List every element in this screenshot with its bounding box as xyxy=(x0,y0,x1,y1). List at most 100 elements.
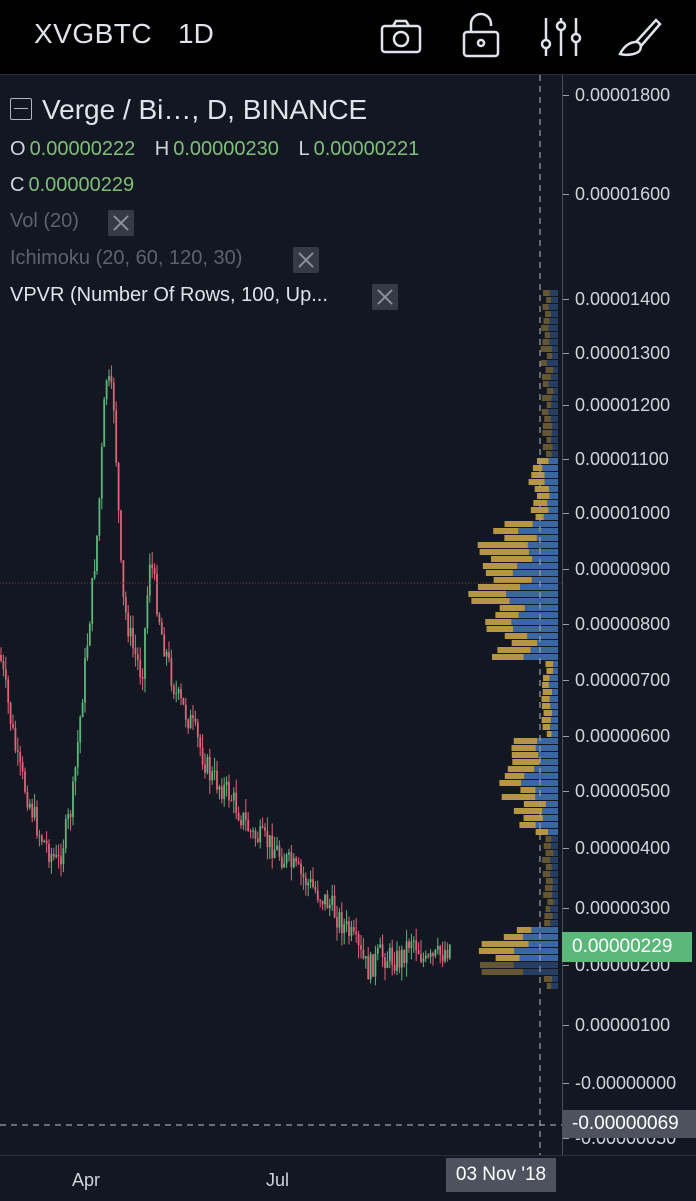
candle-body xyxy=(146,595,149,629)
interval-button[interactable]: 1D xyxy=(178,18,214,49)
volume-profile-bar-up xyxy=(544,885,553,891)
legend-title: Verge / Bi…, D, BINANCE xyxy=(42,94,368,125)
volume-profile-bar-down xyxy=(530,647,558,653)
volume-profile-bar-up xyxy=(546,402,552,408)
indicator-ichimoku[interactable]: Ichimoku (20, 60, 120, 30) xyxy=(10,247,242,270)
candle-body xyxy=(360,945,362,950)
candle-body xyxy=(153,568,156,575)
price-tick: 0.00001100 xyxy=(563,449,669,469)
candle-body xyxy=(91,577,94,624)
candle-body xyxy=(276,845,278,850)
price-tick: 0.00000800 xyxy=(562,614,671,634)
remove-volume-icon[interactable] xyxy=(108,210,134,236)
volume-profile-bar-down xyxy=(553,388,558,394)
remove-vpvr-icon[interactable] xyxy=(372,284,398,310)
price-scale[interactable]: 0.00001800 0.00001600 0.00001400 0.00001… xyxy=(562,75,696,1155)
volume-profile-bar-up xyxy=(511,640,538,646)
candle-body xyxy=(79,717,82,743)
drawing-brush-icon[interactable] xyxy=(614,12,664,62)
candle-body xyxy=(288,852,290,855)
price-tick: 0.00001200 xyxy=(562,395,671,415)
volume-profile-bar-up xyxy=(541,395,552,401)
volume-profile-bar-up xyxy=(546,451,552,457)
candle-body xyxy=(2,660,5,670)
volume-profile-bar-down xyxy=(551,374,558,380)
candle-body xyxy=(194,718,197,723)
volume-profile-bar-down xyxy=(528,549,558,555)
indicator-vpvr[interactable]: VPVR (Number Of Rows, 100, Up... xyxy=(10,284,328,307)
unlock-icon[interactable] xyxy=(456,12,506,62)
candle-body xyxy=(180,689,182,698)
volume-profile-bar-down xyxy=(552,892,558,898)
open-label: O xyxy=(10,138,26,160)
collapse-legend-icon[interactable] xyxy=(10,97,32,120)
camera-icon[interactable] xyxy=(376,12,426,62)
candle-body xyxy=(19,752,22,763)
volume-profile-bar-down xyxy=(547,500,558,506)
indicator-volume[interactable]: Vol (20) xyxy=(10,210,79,233)
volume-profile-bar-up xyxy=(545,864,552,870)
candle-body xyxy=(60,856,62,865)
volume-profile-bar-up xyxy=(511,745,536,751)
candle-body xyxy=(172,685,175,695)
volume-profile-bar-up xyxy=(542,423,553,429)
volume-profile-bar-down xyxy=(534,766,558,772)
volume-profile-bar-down xyxy=(531,927,558,933)
volume-profile-bar-down xyxy=(519,955,558,961)
volume-profile-bar-up xyxy=(541,703,551,709)
volume-profile-bar-down xyxy=(553,661,558,667)
volume-profile-bar-down xyxy=(537,738,558,744)
candle-body xyxy=(319,900,322,902)
settings-sliders-icon[interactable] xyxy=(536,12,586,62)
candle-body xyxy=(57,855,60,857)
volume-profile-bar-down xyxy=(552,668,558,674)
candle-body xyxy=(36,806,38,836)
volume-profile-bar-up xyxy=(540,346,552,352)
volume-profile-bar-up xyxy=(541,717,551,723)
price-tick: 0.00000500 xyxy=(562,781,671,801)
ohlc-row: O 0.00000222 H 0.00000230 L 0.00000221 xyxy=(10,138,433,161)
volume-profile-bar-down xyxy=(549,675,558,681)
volume-profile-bar-down xyxy=(551,430,558,436)
volume-profile-bar-down xyxy=(524,605,558,611)
candle-body xyxy=(74,767,77,782)
candle-body xyxy=(108,376,110,381)
volume-profile-bar-up xyxy=(499,780,522,786)
price-tick: 0.00000100 xyxy=(562,1015,671,1035)
candle-body xyxy=(24,771,26,792)
volume-profile-bar-down xyxy=(548,829,558,835)
volume-profile-bar-up xyxy=(531,472,545,478)
volume-profile-bar-down xyxy=(550,920,558,926)
candle-body xyxy=(307,882,310,886)
candle-body xyxy=(110,376,113,383)
volume-profile-bar-down xyxy=(542,808,558,814)
volume-profile-bar-down xyxy=(512,570,558,576)
candle-body xyxy=(9,702,12,724)
candle-body xyxy=(201,747,204,765)
remove-ichimoku-icon[interactable] xyxy=(293,247,319,273)
legend-title-row[interactable]: Verge / Bi…, D, BINANCE xyxy=(10,94,367,126)
candle-body xyxy=(98,498,101,536)
volume-profile-bar-up xyxy=(546,983,552,989)
volume-profile-bar-up xyxy=(499,605,525,611)
candle-body xyxy=(352,927,355,932)
candle-body xyxy=(362,949,365,959)
volume-profile-bar-up xyxy=(477,584,521,590)
volume-profile-bar-down xyxy=(551,731,558,737)
candle-body xyxy=(261,826,264,828)
candle-body xyxy=(384,957,386,968)
volume-profile-bar-up xyxy=(479,962,514,968)
volume-profile-bar-down xyxy=(551,297,558,303)
price-tick: 0.00000300 xyxy=(562,898,671,918)
candle-body xyxy=(21,762,24,772)
candlestick-chart[interactable] xyxy=(0,75,562,1155)
price-tick: -0.00000000 xyxy=(562,1073,677,1093)
volume-profile-bar-up xyxy=(546,668,553,674)
volume-profile-bar-up xyxy=(481,941,529,947)
symbol-button[interactable]: XVGBTC xyxy=(34,18,153,49)
volume-profile-bar-up xyxy=(481,969,524,975)
candle-body xyxy=(249,831,252,833)
chart-pane[interactable] xyxy=(0,75,562,1155)
volume-profile-bar-down xyxy=(552,976,558,982)
time-axis[interactable]: Apr Jul xyxy=(0,1155,696,1201)
